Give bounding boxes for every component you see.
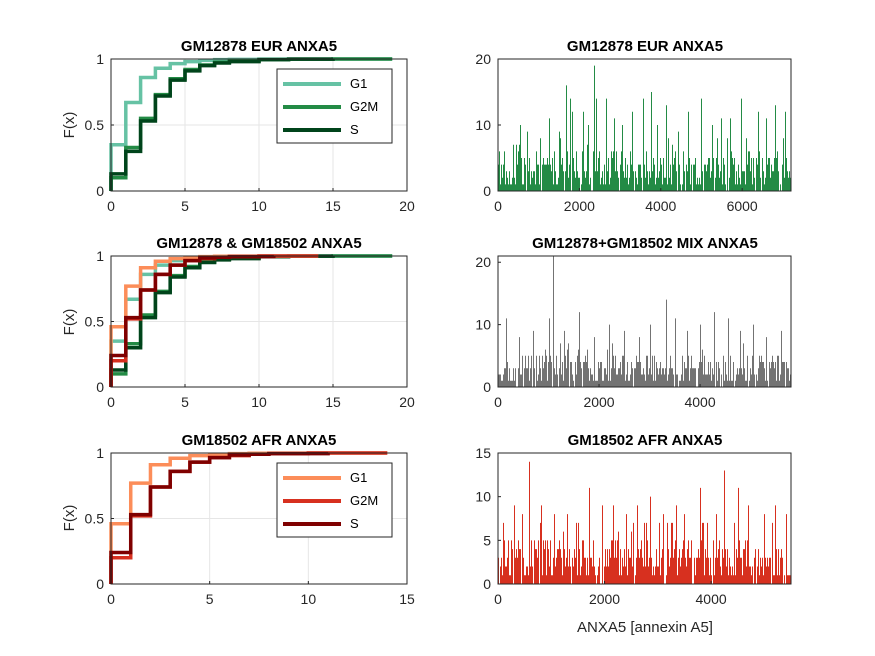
cdf-line-s <box>109 57 335 191</box>
cdf-panel-top-left: 0 5 10 15 20 0 0.5 1 GM12878 EUR ANXA5 F(x) G1 … <box>61 38 415 214</box>
y-tick-label: 15 <box>475 445 491 461</box>
legend-label-g2m: G2M <box>350 493 378 508</box>
cdf-panel-bottom-left: 0 5 10 15 0 0.5 1 GM18502 AFR ANXA5 F(x) G1 G2… <box>61 432 415 607</box>
x-tick-label: 5 <box>181 394 189 410</box>
x-tick-label: 4000 <box>684 394 715 410</box>
legend-label-g1: G1 <box>350 470 367 485</box>
x-tick-label: 20 <box>399 198 415 214</box>
legend-label-s: S <box>350 122 359 137</box>
x-tick-label: 15 <box>325 198 341 214</box>
x-tick-label: 10 <box>251 198 267 214</box>
y-axis-label: F(x) <box>61 309 78 336</box>
x-tick-label: 0 <box>107 591 115 607</box>
y-axis-label: F(x) <box>61 505 78 532</box>
x-tick-label: 2000 <box>589 591 620 607</box>
cdf-line-s <box>109 254 276 387</box>
y-axis-label: F(x) <box>61 112 78 139</box>
y-tick-label: 10 <box>475 117 491 133</box>
x-tick-label: 6000 <box>727 198 758 214</box>
x-tick-label: 2000 <box>583 394 614 410</box>
x-tick-label: 0 <box>494 198 502 214</box>
x-tick-label: 2000 <box>564 198 595 214</box>
axes-frame <box>497 255 792 388</box>
panel-title: GM18502 AFR ANXA5 <box>182 432 337 449</box>
y-tick-label: 1 <box>96 445 104 461</box>
panel-title: GM12878 & GM18502 ANXA5 <box>156 235 361 252</box>
y-tick-label: 20 <box>475 51 491 67</box>
y-tick-label: 0 <box>483 183 491 199</box>
cdf-panel-middle-left: 0 5 10 15 20 0 0.5 1 GM12878 & GM18502 ANXA5 F(… <box>61 235 415 410</box>
legend-label-g1: G1 <box>350 76 367 91</box>
axes-frame <box>497 452 792 585</box>
legend-label-g2m: G2M <box>350 99 378 114</box>
x-tick-label: 4000 <box>645 198 676 214</box>
x-tick-label: 10 <box>301 591 317 607</box>
y-tick-label: 20 <box>475 254 491 270</box>
legend: G1 G2M S <box>276 68 393 144</box>
x-tick-label: 0 <box>107 394 115 410</box>
y-tick-label: 0.5 <box>85 511 105 527</box>
cdf-line-s <box>109 451 330 584</box>
x-axis-label: ANXA5 [annexin A5] <box>577 619 713 636</box>
legend-label-s: S <box>350 516 359 531</box>
panel-title: GM12878+GM18502 MIX ANXA5 <box>532 235 758 252</box>
x-tick-label: 0 <box>494 394 502 410</box>
x-tick-label: 0 <box>494 591 502 607</box>
x-tick-label: 4000 <box>696 591 727 607</box>
panel-title: GM12878 EUR ANXA5 <box>567 38 723 55</box>
bar-panel-middle-right: 0 2000 4000 0 10 20 GM12878+GM18502 MIX ANXA5 <box>475 235 792 410</box>
panel-title: GM12878 EUR ANXA5 <box>181 38 337 55</box>
y-tick-label: 0.5 <box>85 117 105 133</box>
x-tick-label: 15 <box>325 394 341 410</box>
x-tick-label: 15 <box>399 591 415 607</box>
y-tick-label: 0 <box>96 379 104 395</box>
y-tick-label: 0 <box>483 379 491 395</box>
y-tick-label: 0 <box>96 183 104 199</box>
legend: G1 G2M S <box>276 462 393 538</box>
y-tick-label: 5 <box>483 532 491 548</box>
y-tick-label: 10 <box>475 317 491 333</box>
y-tick-label: 1 <box>96 51 104 67</box>
y-tick-label: 0 <box>483 576 491 592</box>
x-tick-label: 10 <box>251 394 267 410</box>
y-tick-label: 10 <box>475 489 491 505</box>
x-tick-label: 0 <box>107 198 115 214</box>
x-tick-label: 5 <box>181 198 189 214</box>
y-tick-label: 0 <box>96 576 104 592</box>
x-tick-label: 5 <box>206 591 214 607</box>
x-tick-label: 20 <box>399 394 415 410</box>
bar-panel-top-right: 0 2000 4000 6000 0 10 20 GM12878 EUR ANXA5 <box>475 38 792 214</box>
panel-title: GM18502 AFR ANXA5 <box>568 432 723 449</box>
bar-panel-bottom-right: 0 2000 4000 0 5 10 15 GM18502 AFR ANXA5 ANXA5 … <box>475 432 792 636</box>
y-tick-label: 0.5 <box>85 314 105 330</box>
y-tick-label: 1 <box>96 248 104 264</box>
